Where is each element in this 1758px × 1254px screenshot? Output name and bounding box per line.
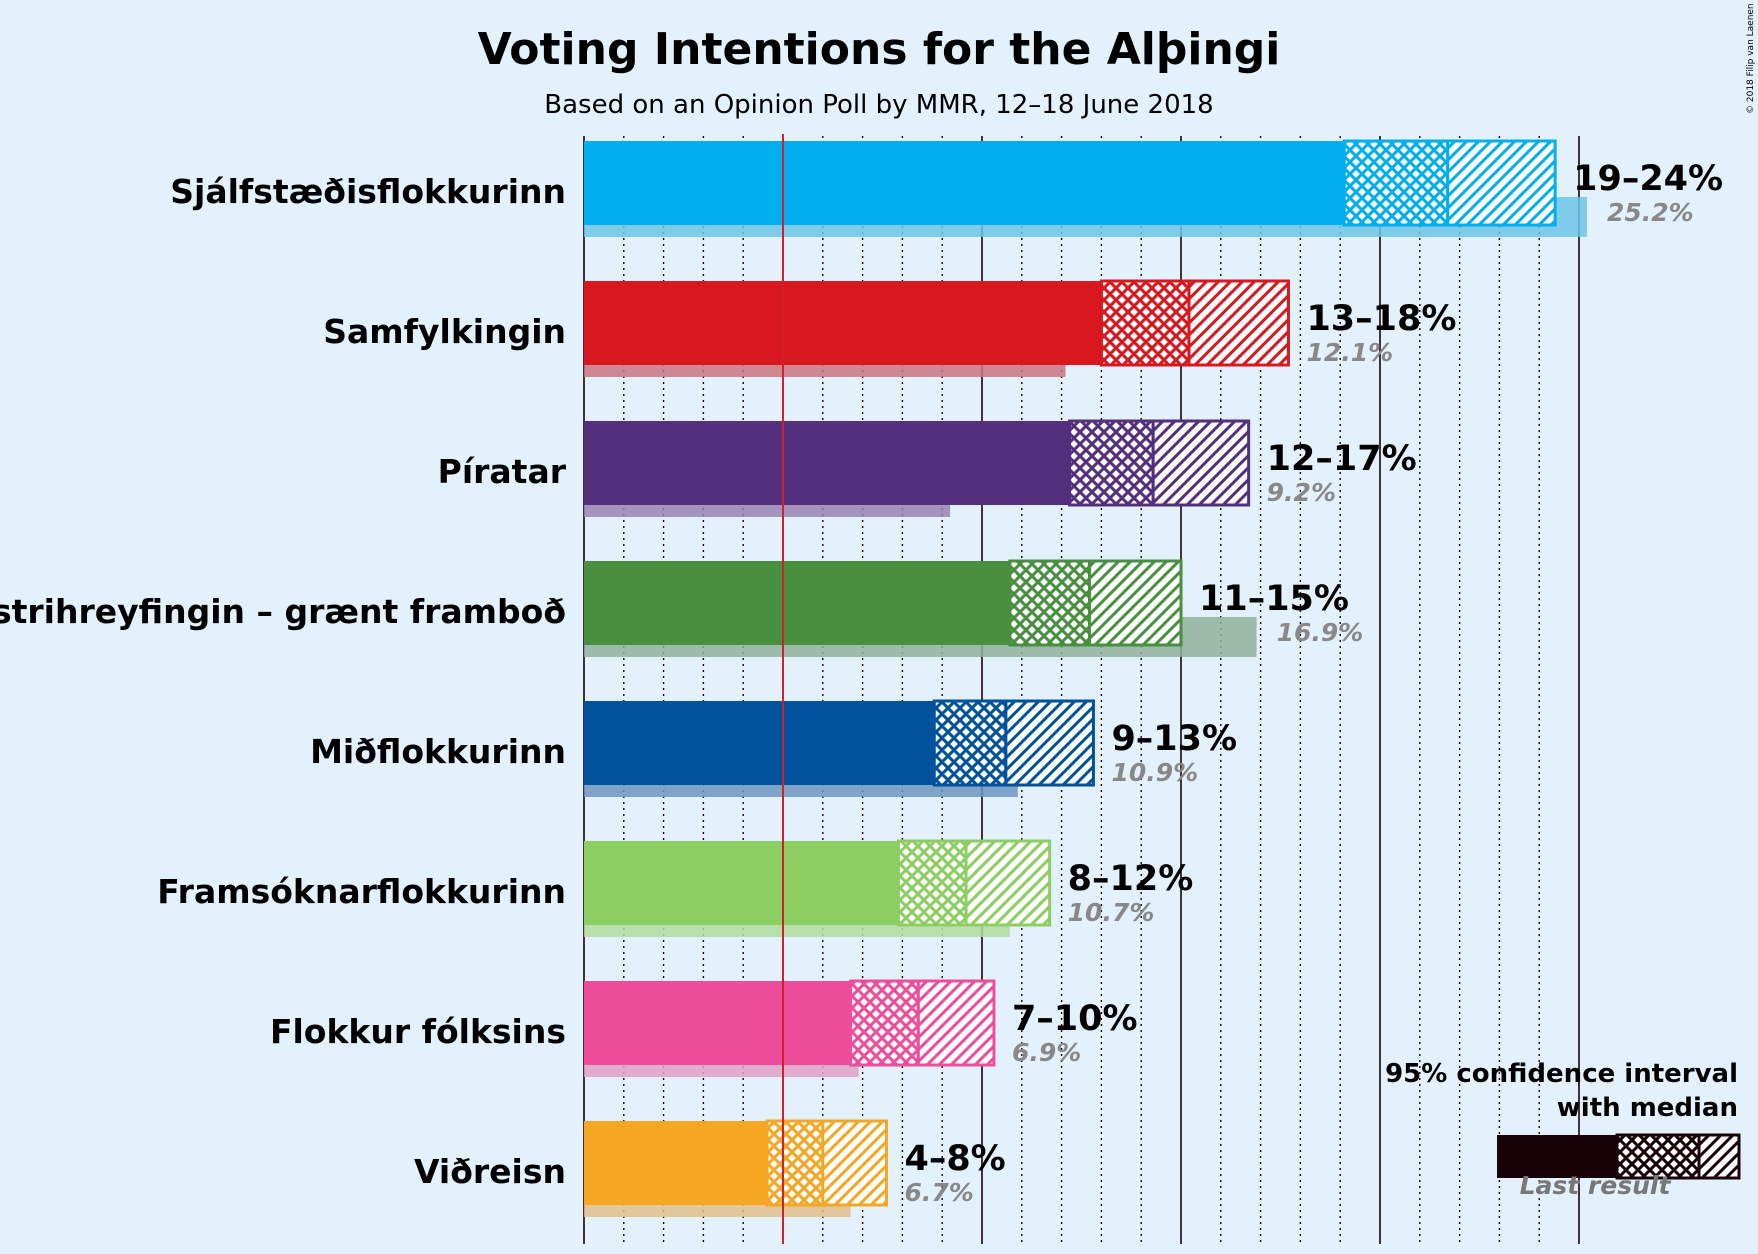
party-name: Vinstrihreyfingin – grænt framboð — [0, 592, 566, 631]
ci-low-median-box — [1068, 419, 1155, 507]
last-result-label: 6.9% — [1012, 1038, 1081, 1067]
median-high-box — [964, 839, 1052, 927]
median-high-box — [1004, 699, 1095, 787]
chart-subtitle: Based on an Opinion Poll by MMR, 12–18 J… — [544, 90, 1213, 120]
ci-low-median-box — [896, 839, 968, 927]
ci-low-median-box — [1342, 139, 1450, 227]
copyright-notice: © 2018 Filip van Laenen — [1746, 3, 1756, 114]
ci-solid-bar — [584, 421, 1070, 505]
last-result-label: 12.1% — [1306, 338, 1393, 367]
last-result-label: 25.2% — [1607, 198, 1694, 227]
party-row: Píratar 12–17%9.2% — [438, 419, 1417, 517]
party-row: Miðflokkurinn 9–13%10.9% — [310, 699, 1237, 797]
party-row: Flokkur fólksins 7–10%6.9% — [270, 979, 1138, 1077]
range-label: 12–17% — [1267, 439, 1417, 479]
chart-title: Voting Intentions for the Alþingi — [478, 24, 1281, 75]
range-label: 13–18% — [1306, 299, 1456, 339]
ci-solid-bar — [584, 841, 899, 925]
party-name: Flokkur fólksins — [270, 1012, 566, 1051]
party-name: Samfylkingin — [323, 312, 566, 351]
median-high-box — [1446, 139, 1557, 227]
legend-line1: 95% confidence interval — [1385, 1059, 1738, 1089]
party-row: Framsóknarflokkurinn 8–12%10.7% — [157, 839, 1194, 937]
median-high-box — [821, 1119, 888, 1207]
ci-solid-bar — [584, 281, 1102, 365]
party-name: Sjálfstæðisflokkurinn — [170, 172, 566, 211]
party-row: Samfylkingin 13–18%12.1% — [323, 279, 1456, 377]
party-name: Framsóknarflokkurinn — [157, 872, 566, 911]
legend-solid-bar — [1497, 1135, 1617, 1178]
ci-low-median-box — [849, 979, 920, 1067]
last-result-label: 10.9% — [1111, 758, 1198, 787]
legend-diagonal-hatch-box — [1697, 1133, 1741, 1180]
ci-low-median-box — [1099, 279, 1191, 367]
ci-low-median-box — [1008, 559, 1091, 647]
party-row: Sjálfstæðisflokkurinn 19–24%25.2% — [170, 139, 1723, 237]
range-label: 19–24% — [1573, 159, 1723, 199]
legend-last-result-label: Last result — [1520, 1171, 1672, 1200]
ci-solid-bar — [584, 701, 935, 785]
median-high-box — [1187, 279, 1290, 367]
ci-low-median-box — [932, 699, 1008, 787]
range-label: 11–15% — [1199, 579, 1349, 619]
party-name: Miðflokkurinn — [310, 732, 566, 771]
range-label: 4–8% — [904, 1139, 1005, 1179]
ci-solid-bar — [584, 141, 1345, 225]
last-result-label: 6.7% — [904, 1178, 973, 1207]
gridlines — [583, 136, 1580, 1244]
party-row: Viðreisn 4–8%6.7% — [414, 1119, 1006, 1217]
range-label: 7–10% — [1012, 999, 1138, 1039]
last-result-label: 16.9% — [1277, 618, 1364, 647]
last-result-label: 9.2% — [1267, 478, 1336, 507]
last-result-label: 10.7% — [1068, 898, 1155, 927]
bars-group: Sjálfstæðisflokkurinn 19–24%25.2% Samfylki… — [0, 139, 1723, 1217]
range-label: 8–12% — [1068, 859, 1194, 899]
party-name: Viðreisn — [414, 1152, 566, 1191]
median-high-box — [1087, 559, 1183, 647]
median-high-box — [1151, 419, 1251, 507]
party-row: Vinstrihreyfingin – grænt framboð 11–15%1… — [0, 559, 1364, 657]
median-high-box — [916, 979, 996, 1067]
ci-low-median-box — [765, 1119, 825, 1207]
party-name: Píratar — [438, 452, 567, 491]
ci-solid-bar — [584, 1121, 768, 1205]
ci-solid-bar — [584, 981, 851, 1065]
range-label: 9–13% — [1111, 719, 1237, 759]
ci-solid-bar — [584, 561, 1010, 645]
legend-line2: with median — [1557, 1093, 1738, 1123]
legend: 95% confidence interval with median Last… — [1385, 1059, 1741, 1200]
